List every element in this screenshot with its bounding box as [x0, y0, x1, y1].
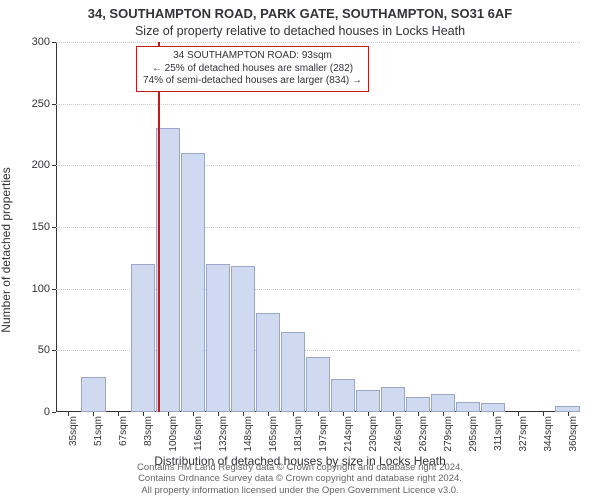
annotation-box: 34 SOUTHAMPTON ROAD: 93sqm ← 25% of deta… [136, 46, 369, 92]
gridline [56, 42, 580, 43]
annotation-line-2: ← 25% of detached houses are smaller (28… [143, 63, 362, 76]
ytick-label: 300 [32, 36, 50, 48]
bar [481, 403, 505, 412]
credits: Contains HM Land Registry data © Crown c… [0, 462, 600, 496]
xtick-label: 279sqm [443, 416, 454, 452]
annotation-line-1: 34 SOUTHAMPTON ROAD: 93sqm [143, 50, 362, 63]
bar [81, 377, 105, 412]
y-axis-label: Number of detached properties [0, 167, 13, 332]
bar [181, 153, 205, 412]
xtick-label: 116sqm [193, 416, 204, 451]
gridline [56, 227, 580, 228]
xtick-label: 83sqm [143, 416, 154, 446]
ytick-mark [52, 104, 56, 105]
xtick-label: 311sqm [493, 416, 504, 451]
bar [231, 266, 255, 412]
gridline [56, 165, 580, 166]
ytick-mark [52, 165, 56, 166]
bar [256, 313, 280, 412]
xtick-label: 230sqm [368, 416, 379, 452]
xtick-label: 100sqm [168, 416, 179, 452]
xtick-label: 360sqm [568, 416, 579, 452]
ytick-mark [52, 227, 56, 228]
ytick-label: 150 [32, 221, 50, 233]
xtick-label: 344sqm [543, 416, 554, 452]
ytick-mark [52, 412, 56, 413]
bar [356, 390, 380, 412]
ytick-label: 100 [32, 283, 50, 295]
credits-line-1: Contains HM Land Registry data © Crown c… [0, 462, 600, 473]
xtick-label: 181sqm [293, 416, 304, 452]
ytick-label: 50 [38, 344, 50, 356]
bar [381, 387, 405, 412]
bar [431, 394, 455, 413]
credits-line-2: Contains Ordnance Survey data © Crown co… [0, 473, 600, 484]
xtick-label: 327sqm [518, 416, 529, 452]
ytick-label: 250 [32, 98, 50, 110]
bar [306, 357, 330, 413]
xtick-label: 214sqm [343, 416, 354, 452]
plot-area: 05010015020025030035sqm51sqm67sqm83sqm10… [56, 42, 580, 412]
xtick-label: 246sqm [393, 416, 404, 452]
bar [331, 379, 355, 412]
bar [131, 264, 155, 412]
xtick-label: 262sqm [418, 416, 429, 452]
annotation-line-3: 74% of semi-detached houses are larger (… [143, 75, 362, 88]
xtick-label: 197sqm [318, 416, 329, 452]
chart-title-line1: 34, SOUTHAMPTON ROAD, PARK GATE, SOUTHAM… [0, 6, 600, 21]
gridline [56, 104, 580, 105]
xtick-label: 67sqm [118, 416, 129, 446]
xtick-label: 132sqm [218, 416, 229, 452]
bar [456, 402, 480, 412]
bar [206, 264, 230, 412]
marker-line [158, 42, 160, 412]
xtick-label: 148sqm [243, 416, 254, 452]
bar [156, 128, 180, 412]
xtick-label: 51sqm [93, 416, 104, 446]
ytick-mark [52, 350, 56, 351]
xtick-label: 295sqm [468, 416, 479, 452]
ytick-mark [52, 42, 56, 43]
ytick-label: 0 [44, 406, 50, 418]
chart-title-line2: Size of property relative to detached ho… [0, 24, 600, 38]
xtick-label: 35sqm [68, 416, 79, 446]
credits-line-3: All property information licensed under … [0, 485, 600, 496]
xtick-label: 165sqm [268, 416, 279, 452]
ytick-label: 200 [32, 159, 50, 171]
bar [406, 397, 430, 412]
bar [281, 332, 305, 412]
ytick-mark [52, 289, 56, 290]
